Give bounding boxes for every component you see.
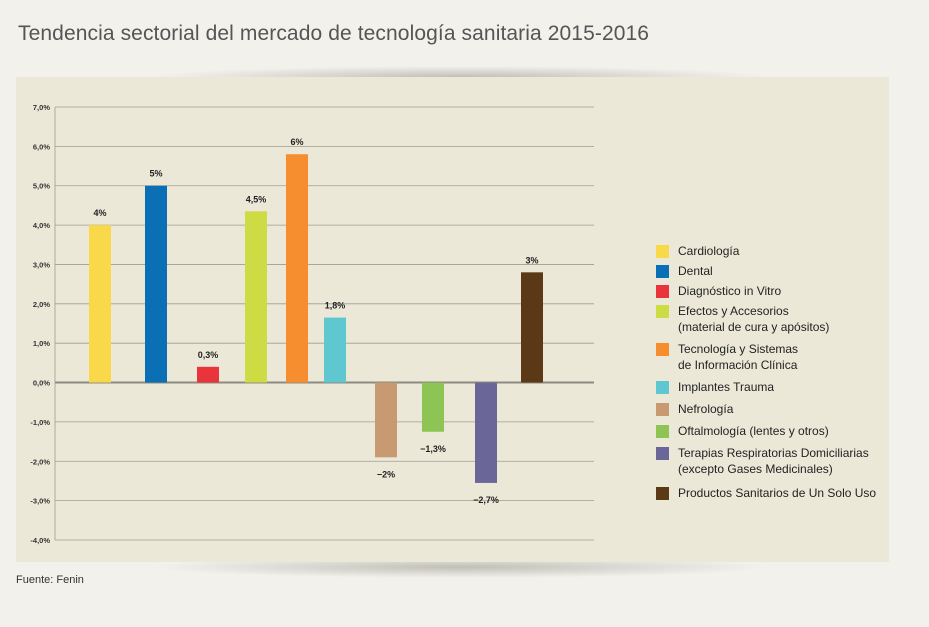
legend-item: Terapias Respiratorias Domiciliarias (ex… [656, 445, 896, 477]
bar-data-label: −1,3% [420, 444, 446, 454]
y-tick-label: 1,0% [33, 339, 50, 348]
bar-data-label: 5% [149, 169, 162, 179]
bar [375, 382, 397, 458]
y-tick-label: 2,0% [33, 300, 50, 309]
legend-item: Oftalmología (lentes y otros) [656, 423, 896, 439]
legend-label: Implantes Trauma [678, 380, 775, 394]
legend-item: Efectos y Accesorios (material de cura y… [656, 303, 896, 335]
legend-label: Tecnología y Sistemas de Información Clí… [678, 342, 799, 372]
bar-data-label: −2% [377, 469, 395, 479]
legend-swatch [656, 245, 669, 258]
bar-data-label: 4% [93, 208, 106, 218]
chart-title: Tendencia sectorial del mercado de tecno… [18, 22, 650, 45]
y-tick-label: 6,0% [33, 142, 50, 151]
legend-label: Productos Sanitarios de Un Solo Uso [678, 486, 877, 500]
legend-swatch [656, 487, 669, 500]
y-tick-label: -3,0% [30, 497, 50, 506]
legend-label: Diagnóstico in Vitro [678, 284, 782, 298]
legend-label: Cardiología [678, 244, 740, 258]
y-tick-label: -4,0% [30, 536, 50, 545]
y-tick-label: 0,0% [33, 379, 50, 388]
legend-item: Productos Sanitarios de Un Solo Uso [656, 485, 896, 501]
bar-data-label: 6% [290, 137, 303, 147]
y-tick-label: 7,0% [33, 103, 50, 112]
y-tick-label: 4,0% [33, 221, 50, 230]
bar [89, 225, 111, 383]
chart-legend: Cardiología Dental Diagnóstico in Vitro Efe… [656, 243, 896, 501]
legend-item: Dental [656, 263, 896, 279]
bar-data-label: 1,8% [325, 301, 346, 311]
legend-item: Diagnóstico in Vitro [656, 283, 896, 299]
legend-item: Nefrología [656, 401, 896, 417]
bar-chart: 7,0% 6,0% 5,0% 4,0% 3,0% 2,0% 1,0% 0,0% -1,0% -2,… [30, 103, 594, 545]
legend-swatch [656, 265, 669, 278]
bar [422, 382, 444, 432]
bar-data-label: 3% [525, 255, 538, 265]
bar [324, 317, 346, 383]
legend-label: Oftalmología (lentes y otros) [678, 424, 829, 438]
legend-label: Nefrología [678, 402, 734, 416]
bar-data-label: −2,7% [473, 495, 499, 505]
bar [521, 272, 543, 383]
y-tick-label: 5,0% [33, 182, 50, 191]
legend-swatch [656, 381, 669, 394]
legend-swatch [656, 425, 669, 438]
legend-swatch [656, 343, 669, 356]
legend-label: Dental [678, 264, 713, 278]
legend-swatch [656, 305, 669, 318]
bar [286, 154, 308, 383]
chart-panel: 7,0% 6,0% 5,0% 4,0% 3,0% 2,0% 1,0% 0,0% -1,0% -2,… [16, 77, 889, 562]
legend-swatch [656, 447, 669, 460]
y-tick-label: -2,0% [30, 457, 50, 466]
bar [197, 366, 219, 383]
source-note: Fuente: Fenin [16, 574, 84, 586]
legend-swatch [656, 403, 669, 416]
legend-item: Cardiología [656, 243, 896, 259]
legend-label: Efectos y Accesorios (material de cura y… [678, 304, 830, 334]
y-tick-label: -1,0% [30, 418, 50, 427]
legend-item: Tecnología y Sistemas de Información Clí… [656, 341, 896, 373]
bar-data-label: 4,5% [246, 194, 267, 204]
bar [245, 211, 267, 383]
legend-item: Implantes Trauma [656, 379, 896, 395]
y-tick-label: 3,0% [33, 260, 50, 269]
bar [475, 382, 497, 483]
bar-data-label: 0,3% [198, 350, 219, 360]
legend-swatch [656, 285, 669, 298]
legend-label: Terapias Respiratorias Domiciliarias (ex… [678, 446, 869, 476]
bar [145, 185, 167, 383]
